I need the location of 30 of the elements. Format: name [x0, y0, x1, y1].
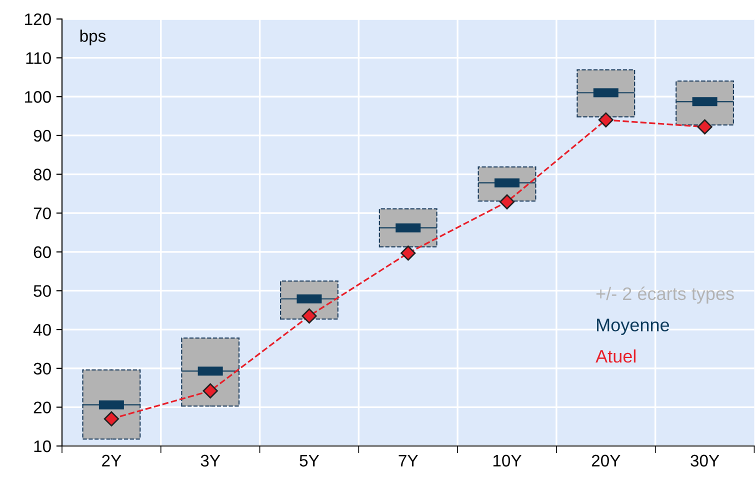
y-tick-label: 30 [34, 362, 51, 375]
y-tick-label: 100 [25, 91, 51, 103]
x-tick-label: 30Y [690, 454, 720, 467]
y-tick-label: 90 [34, 130, 51, 142]
y-axis-title: bps [80, 30, 106, 46]
y-tick-label: 70 [34, 207, 51, 220]
y-tick-label: 80 [34, 168, 51, 180]
x-tick-label: 5Y [300, 454, 320, 467]
text: Moyenne [597, 318, 670, 335]
point [202, 383, 218, 398]
x-tick-label: 7Y [398, 454, 418, 466]
text: +/- 2 écarts types [596, 286, 734, 304]
y-tick-label: 120 [25, 13, 51, 26]
x-tick-label: 2Y [102, 454, 122, 466]
y-tick-label: 10 [34, 440, 51, 452]
text: Atuel [596, 349, 636, 363]
point [104, 411, 120, 426]
x-tick-label: 10Y [493, 454, 522, 467]
y-tick-label: 40 [33, 324, 51, 336]
y-tick-label: 50 [34, 285, 51, 297]
point [598, 112, 614, 128]
y-tick-label: 110 [26, 52, 51, 64]
y-tick-label: 60 [34, 246, 51, 258]
point [499, 194, 515, 210]
point [697, 119, 712, 134]
point [400, 246, 416, 261]
point [302, 308, 317, 324]
y-tick-label: 20 [34, 402, 51, 414]
x-tick-label: 20Y [592, 454, 620, 467]
x-tick-label: 3Y [200, 454, 220, 467]
